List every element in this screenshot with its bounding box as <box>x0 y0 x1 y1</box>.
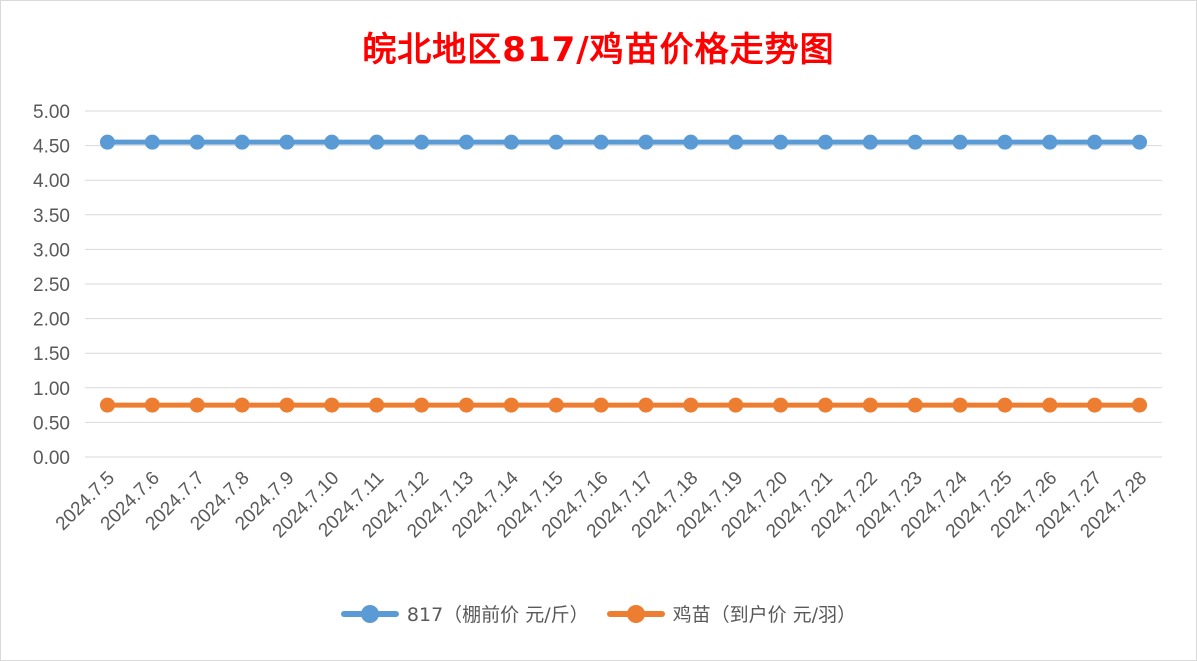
data-point-0-18 <box>907 134 923 150</box>
y-tick-label: 3.00 <box>33 240 70 261</box>
data-point-0-7 <box>414 134 430 150</box>
data-point-1-6 <box>369 397 385 413</box>
data-point-0-17 <box>862 134 878 150</box>
data-point-1-19 <box>952 397 968 413</box>
data-point-0-16 <box>817 134 833 150</box>
data-point-1-9 <box>503 397 519 413</box>
data-point-0-9 <box>503 134 519 150</box>
data-point-1-7 <box>414 397 430 413</box>
data-point-1-2 <box>189 397 205 413</box>
data-point-1-8 <box>458 397 474 413</box>
data-point-0-6 <box>369 134 385 150</box>
data-point-1-22 <box>1087 397 1103 413</box>
data-point-1-13 <box>683 397 699 413</box>
y-tick-label: 5.00 <box>33 102 70 123</box>
data-point-0-0 <box>99 134 115 150</box>
y-tick-label: 1.50 <box>33 344 70 365</box>
data-point-0-10 <box>548 134 564 150</box>
data-point-1-16 <box>817 397 833 413</box>
data-point-0-11 <box>593 134 609 150</box>
data-point-0-14 <box>728 134 744 150</box>
data-point-1-17 <box>862 397 878 413</box>
data-point-0-15 <box>773 134 789 150</box>
chart-title: 皖北地区817/鸡苗价格走势图 <box>362 30 835 70</box>
data-point-0-13 <box>683 134 699 150</box>
y-tick-label: 0.00 <box>33 448 70 469</box>
data-point-0-4 <box>279 134 295 150</box>
y-axis: 0.00 0.50 1.00 1.50 2.00 2.50 3.00 3.50 4.00 4.50… <box>33 102 70 469</box>
data-point-0-1 <box>144 134 160 150</box>
data-point-1-5 <box>324 397 340 413</box>
y-tick-label: 1.00 <box>33 379 70 400</box>
data-point-1-3 <box>234 397 250 413</box>
legend-item-817: 817（棚前价 元/斤） <box>340 600 589 627</box>
x-axis: 2024.7.52024.7.62024.7.72024.7.82024.7.9… <box>52 467 1151 542</box>
legend-label-chick: 鸡苗（到户价 元/羽） <box>672 604 857 626</box>
data-point-0-2 <box>189 134 205 150</box>
y-tick-label: 2.00 <box>33 310 70 331</box>
data-point-0-22 <box>1087 134 1103 150</box>
data-point-1-20 <box>997 397 1013 413</box>
data-point-1-1 <box>144 397 160 413</box>
data-point-1-14 <box>728 397 744 413</box>
data-point-1-0 <box>99 397 115 413</box>
data-point-0-21 <box>1042 134 1058 150</box>
y-tick-label: 3.50 <box>33 206 70 227</box>
series-layer <box>99 134 1148 413</box>
legend: 817（棚前价 元/斤） 鸡苗（到户价 元/羽） <box>0 600 1197 627</box>
data-point-1-23 <box>1132 397 1148 413</box>
y-tick-label: 4.50 <box>33 137 70 158</box>
data-point-0-20 <box>997 134 1013 150</box>
data-point-1-18 <box>907 397 923 413</box>
data-point-1-21 <box>1042 397 1058 413</box>
y-tick-label: 0.50 <box>33 413 70 434</box>
y-tick-label: 2.50 <box>33 275 70 296</box>
data-point-0-8 <box>458 134 474 150</box>
data-point-0-3 <box>234 134 250 150</box>
data-point-0-12 <box>638 134 654 150</box>
data-point-1-4 <box>279 397 295 413</box>
legend-label-817: 817（棚前价 元/斤） <box>406 604 589 626</box>
y-tick-label: 4.00 <box>33 171 70 192</box>
data-point-1-12 <box>638 397 654 413</box>
legend-marker-chick <box>606 604 665 623</box>
data-point-1-10 <box>548 397 564 413</box>
data-point-0-23 <box>1132 134 1148 150</box>
data-point-1-11 <box>593 397 609 413</box>
legend-marker-817 <box>340 604 399 623</box>
legend-item-chick: 鸡苗（到户价 元/羽） <box>606 600 857 627</box>
grid-layer <box>85 110 1162 458</box>
data-point-1-15 <box>773 397 789 413</box>
data-point-0-19 <box>952 134 968 150</box>
data-point-0-5 <box>324 134 340 150</box>
